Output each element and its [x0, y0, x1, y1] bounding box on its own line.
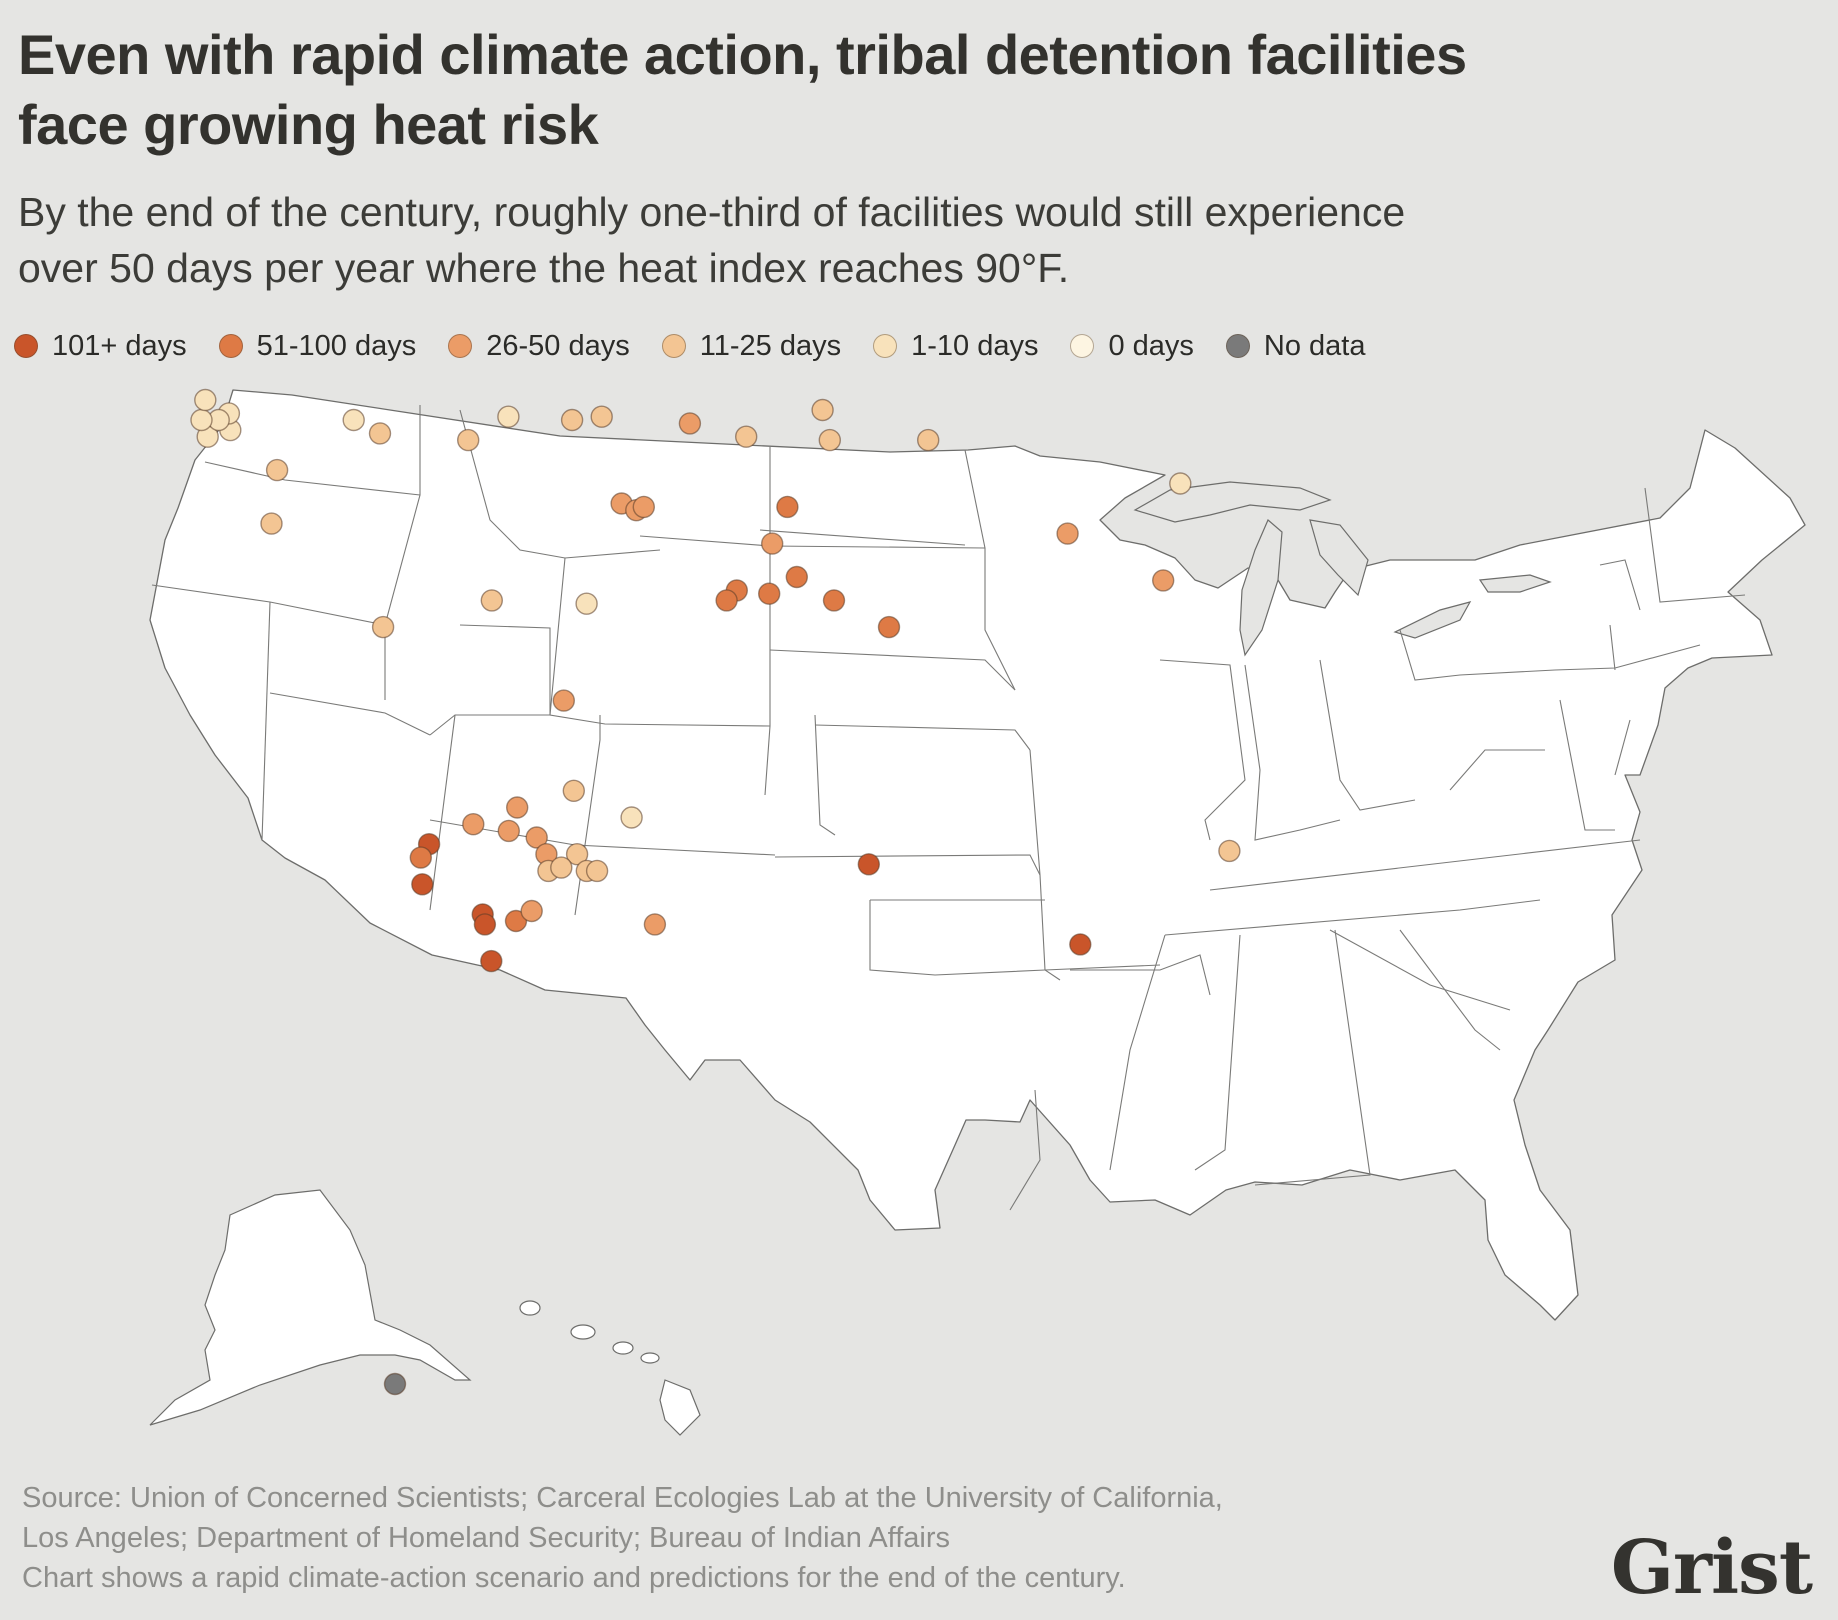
- facility-dot: [643, 913, 667, 936]
- facility-dot: [590, 405, 613, 428]
- facility-dot: [715, 589, 738, 612]
- facility-dot: [776, 495, 799, 519]
- legend-label-11-25: 11-25 days: [699, 329, 842, 362]
- chart-subtitle: By the end of the century, roughly one-t…: [18, 184, 1818, 296]
- facility-dot: [550, 856, 573, 879]
- facility-dot: [1056, 522, 1079, 545]
- facility-dot: [811, 398, 834, 422]
- legend-swatch-11-25: [661, 334, 686, 358]
- facility-dot: [368, 422, 392, 445]
- source-line-1: Source: Union of Concerned Scientists; C…: [22, 1482, 1223, 1514]
- legend-item-11-25: 11-25 days: [661, 329, 842, 363]
- chart-subtitle-line-2: over 50 days per year where the heat ind…: [18, 245, 1070, 291]
- legend-label-no-data: No data: [1263, 329, 1366, 362]
- facility-dot: [480, 589, 503, 612]
- legend-label-51-100: 51-100 days: [256, 329, 417, 362]
- facility-dot: [632, 495, 655, 519]
- facility-dot: [190, 408, 213, 432]
- facility-dot: [520, 899, 543, 923]
- legend-item-0: 0 days: [1070, 329, 1194, 363]
- legend-label-1-10: 1-10 days: [911, 329, 1039, 362]
- facility-dot: [342, 408, 365, 432]
- chart-title-line-1: Even with rapid climate action, tribal d…: [18, 23, 1467, 86]
- legend-label-0: 0 days: [1108, 329, 1194, 362]
- facility-dot: [1218, 839, 1241, 863]
- facility-dot: [620, 806, 643, 829]
- legend-label-101-plus: 101+ days: [52, 329, 187, 362]
- legend-swatch-26-50: [448, 334, 473, 358]
- legend-swatch-51-100: [218, 334, 243, 358]
- facility-dot: [1151, 569, 1175, 592]
- facility-dot: [525, 826, 548, 849]
- facility-dot: [552, 689, 575, 712]
- alaska-outline: [149, 1189, 472, 1426]
- facility-dot: [877, 615, 901, 639]
- legend-swatch-101-plus: [14, 334, 38, 358]
- facility-dot: [562, 779, 585, 802]
- facility-dot: [411, 873, 434, 896]
- lake-huron: [1309, 519, 1369, 597]
- hawaii-islands: [519, 1300, 701, 1436]
- facility-dot: [260, 512, 283, 535]
- legend-swatch-0: [1070, 334, 1095, 358]
- facility-dot: [409, 846, 432, 869]
- facility-dot: [457, 428, 480, 452]
- source-note: Source: Union of Concerned Scientists; C…: [22, 1478, 1522, 1598]
- facility-dot: [383, 1372, 407, 1396]
- lake-ontario: [1478, 574, 1552, 593]
- facility-dot: [497, 405, 520, 428]
- facility-dot: [265, 458, 289, 482]
- facility-dot: [761, 532, 784, 555]
- legend-label-26-50: 26-50 days: [486, 329, 630, 362]
- chart-title: Even with rapid climate action, tribal d…: [18, 20, 1818, 160]
- legend-item-101-plus: 101+ days: [14, 330, 187, 363]
- lake-erie: [1393, 601, 1472, 639]
- facility-dot: [504, 909, 528, 933]
- facility-dots: [190, 388, 1241, 1396]
- source-line-2: Los Angeles; Department of Homeland Secu…: [22, 1522, 950, 1554]
- facility-dot: [194, 388, 217, 412]
- lake-michigan: [1239, 519, 1283, 657]
- state-boundaries: [151, 405, 1746, 1211]
- facility-dot: [506, 796, 529, 819]
- legend-item-26-50: 26-50 days: [448, 330, 630, 363]
- facility-dot: [678, 412, 702, 435]
- facility-dot: [480, 949, 503, 973]
- legend-item-no-data: No data: [1225, 329, 1366, 363]
- facility-dot: [1069, 933, 1092, 956]
- legend-swatch-no-data: [1225, 334, 1250, 358]
- us-map: [149, 388, 1806, 1436]
- lake-superior: [1133, 481, 1332, 523]
- facility-dot: [1169, 472, 1192, 495]
- facility-dot: [473, 913, 497, 936]
- legend-swatch-1-10: [873, 334, 898, 358]
- facility-dot: [822, 589, 846, 612]
- facility-dot: [818, 428, 841, 452]
- facility-dot: [462, 813, 485, 836]
- facility-dot: [785, 565, 808, 589]
- chart-title-line-2: face growing heat risk: [18, 93, 599, 156]
- chart-note: Chart shows a rapid climate-action scena…: [22, 1562, 1126, 1594]
- facility-dot: [585, 859, 609, 883]
- grist-logo: Grist: [1610, 1525, 1813, 1611]
- facility-dot: [565, 843, 589, 866]
- facility-dot: [857, 853, 880, 876]
- facility-dot: [917, 428, 940, 452]
- facility-dot: [497, 819, 520, 843]
- facility-dot: [371, 615, 395, 639]
- facility-dot: [758, 582, 781, 605]
- legend-item-1-10: 1-10 days: [873, 330, 1038, 363]
- facility-dot: [575, 592, 598, 615]
- chart-subtitle-line-1: By the end of the century, roughly one-t…: [18, 189, 1406, 235]
- facility-dot: [735, 425, 758, 448]
- legend-item-51-100: 51-100 days: [218, 329, 417, 363]
- legend: 101+ days 51-100 days 26-50 days 11-25 d…: [14, 326, 1398, 366]
- facility-dot: [560, 408, 584, 432]
